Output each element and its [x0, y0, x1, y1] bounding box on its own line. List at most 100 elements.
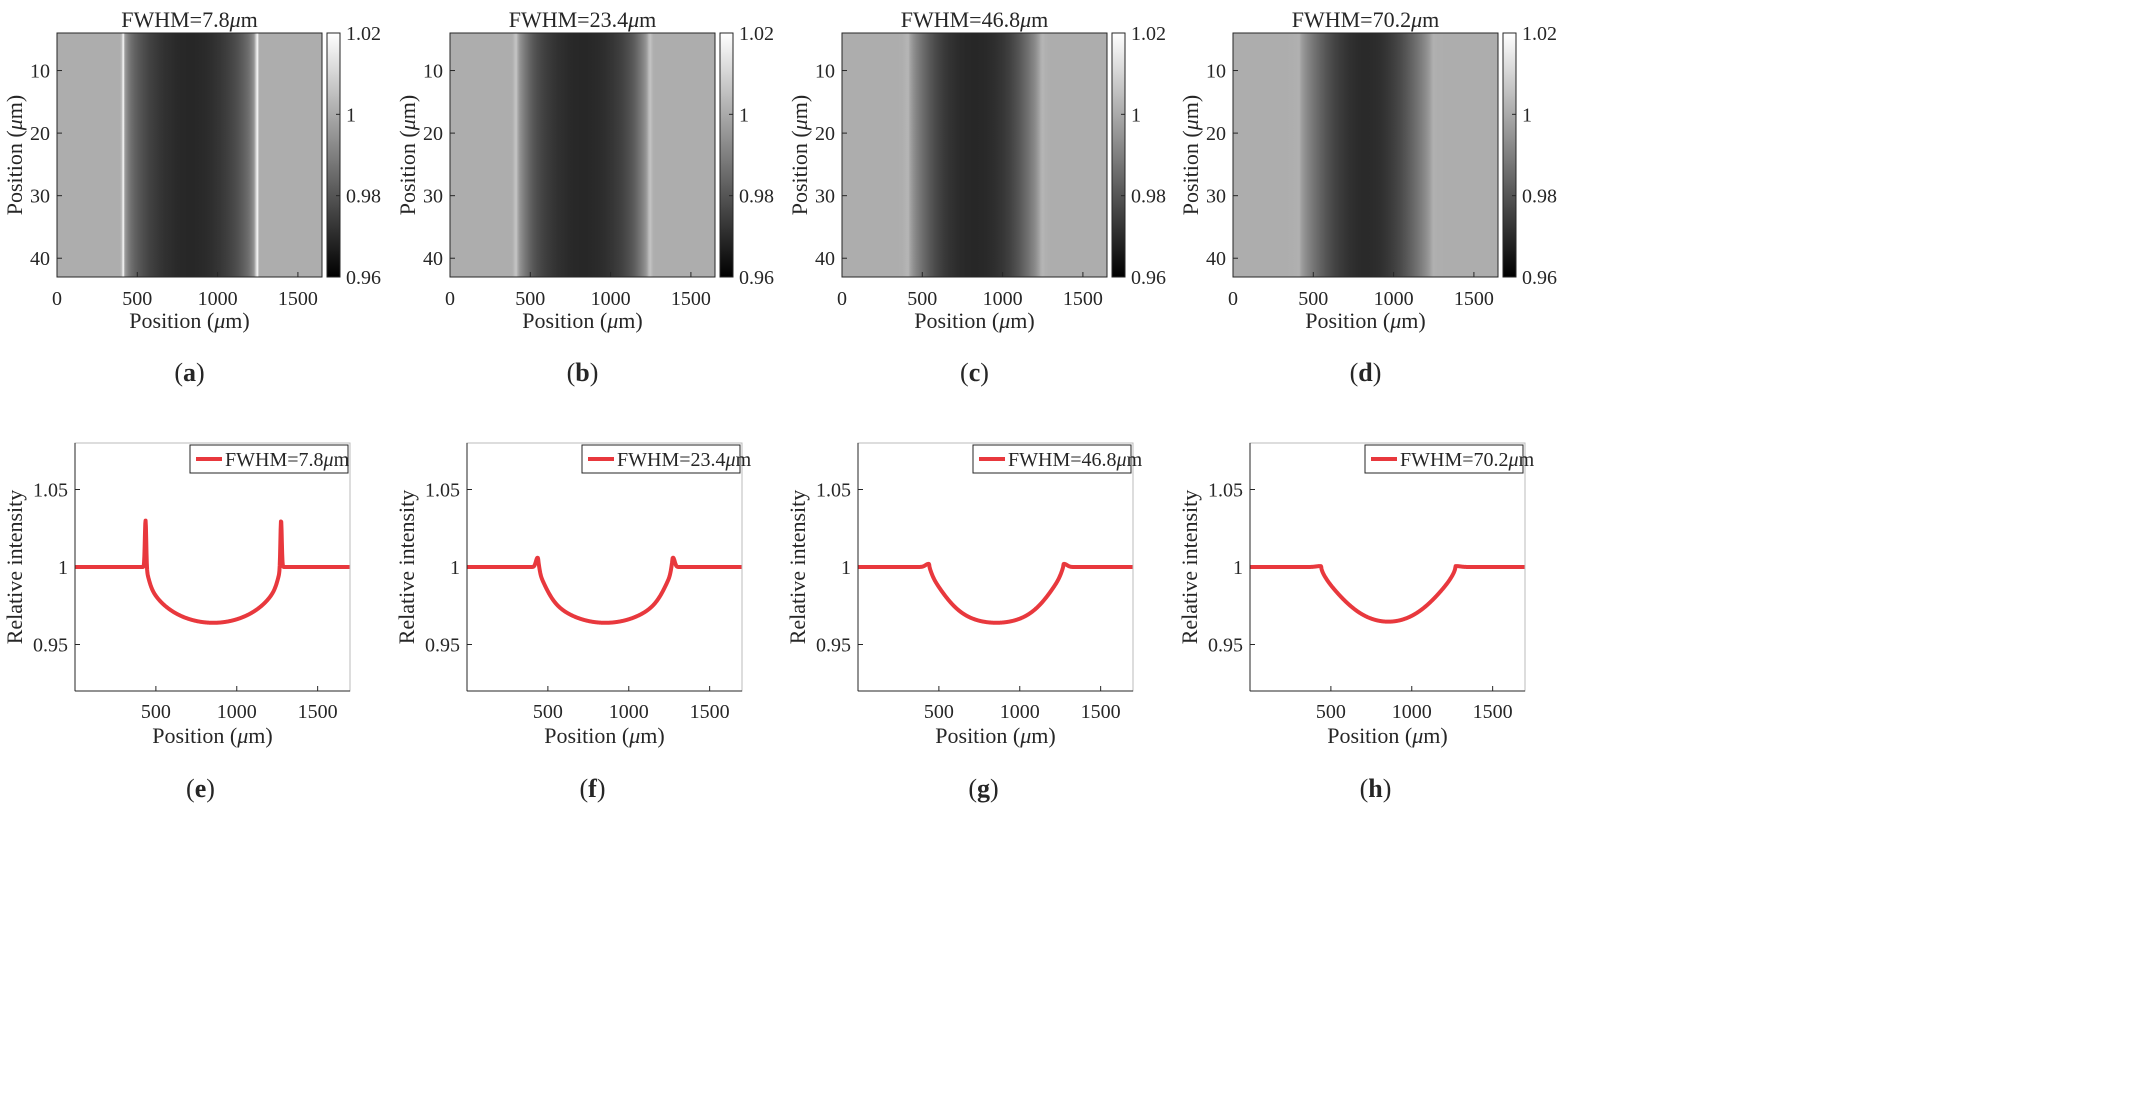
line-panel-f: 500 1000 1500 1.05 1 0.95 FWHM=23.4μm Position …: [394, 442, 752, 803]
x-axis-label: Position (μm): [935, 723, 1055, 748]
colorbar-tick-label: 1: [1522, 104, 1532, 126]
y-axis-label: Position (μm): [2, 95, 27, 215]
legend-label: FWHM=7.8μm: [225, 449, 350, 471]
y-tick-label: 0.95: [33, 635, 68, 657]
panel-label: (h): [1360, 774, 1392, 803]
heatmap-title: FWHM=23.4μm: [509, 7, 657, 32]
colorbar-tick-label: 0.96: [1131, 267, 1166, 289]
y-tick-label: 10: [30, 61, 50, 83]
heatmap-frame: [449, 32, 716, 278]
y-tick-label: 40: [1206, 248, 1226, 270]
colorbar-tick-label: 0.98: [1522, 186, 1557, 208]
y-axis-label: Relative intensity: [2, 490, 27, 645]
x-tick-label: 1000: [1000, 701, 1040, 723]
heatmap-panel-a: FWHM=7.8μm 0 500 1000 1500 10 20 30 40 Position (…: [2, 7, 381, 387]
colorbar-tick-label: 0.96: [739, 267, 774, 289]
panel-label: (g): [968, 774, 998, 803]
panel-label: (a): [174, 358, 204, 387]
y-tick-label: 1: [1233, 557, 1243, 579]
panel-label: (b): [567, 358, 599, 387]
x-tick-label: 1500: [1063, 288, 1103, 310]
colorbar-tick-label: 1.02: [346, 23, 381, 45]
y-tick-label: 0.95: [1208, 635, 1243, 657]
x-tick-label: 1000: [591, 288, 631, 310]
x-tick-label: 500: [141, 701, 171, 723]
y-tick-label: 30: [423, 186, 443, 208]
y-axis-label: Relative intensity: [1177, 490, 1202, 645]
x-tick-label: 1000: [609, 701, 649, 723]
colorbar-tick-label: 1.02: [1522, 23, 1557, 45]
colorbar-tick-label: 0.98: [739, 186, 774, 208]
x-axis-label: Position (μm): [522, 308, 642, 333]
y-tick-label: 20: [1206, 123, 1226, 145]
x-tick-label: 1500: [278, 288, 318, 310]
y-tick-label: 1.05: [816, 480, 851, 502]
heatmap-title: FWHM=46.8μm: [901, 7, 1049, 32]
x-tick-label: 500: [907, 288, 937, 310]
x-tick-label: 1000: [198, 288, 238, 310]
x-tick-label: 1000: [1374, 288, 1414, 310]
colorbar-tick-label: 0.96: [346, 267, 381, 289]
x-tick-label: 0: [837, 288, 847, 310]
x-tick-label: 0: [445, 288, 455, 310]
y-tick-label: 20: [815, 123, 835, 145]
y-tick-label: 10: [815, 61, 835, 83]
y-tick-label: 1: [58, 557, 68, 579]
y-tick-label: 1.05: [425, 480, 460, 502]
heatmap-panel-b: FWHM=23.4μm 0 500 1000 1500 10 20 30 40 Position …: [395, 7, 774, 387]
y-tick-label: 40: [815, 248, 835, 270]
colorbar: [719, 32, 734, 278]
x-tick-label: 1500: [1454, 288, 1494, 310]
heatmap-frame: [1232, 32, 1499, 278]
x-axis-label: Position (μm): [1327, 723, 1447, 748]
y-axis-label: Relative intensity: [785, 490, 810, 645]
series-line: [465, 555, 744, 625]
y-axis-label: Relative intensity: [394, 490, 419, 645]
x-tick-label: 500: [515, 288, 545, 310]
x-axis-label: Position (μm): [129, 308, 249, 333]
y-tick-label: 40: [30, 248, 50, 270]
legend-label: FWHM=70.2μm: [1400, 449, 1535, 471]
x-axis-label: Position (μm): [914, 308, 1034, 333]
colorbar-tick-label: 1: [346, 104, 356, 126]
heatmap-image: [450, 33, 715, 277]
x-tick-label: 1500: [671, 288, 711, 310]
y-tick-label: 40: [423, 248, 443, 270]
heatmap-title: FWHM=7.8μm: [121, 7, 258, 32]
colorbar-tick-label: 1.02: [1131, 23, 1166, 45]
x-tick-label: 500: [1298, 288, 1328, 310]
x-tick-label: 0: [52, 288, 62, 310]
y-tick-label: 30: [30, 186, 50, 208]
legend-label: FWHM=46.8μm: [1008, 449, 1143, 471]
x-tick-label: 1500: [1473, 701, 1513, 723]
x-tick-label: 500: [533, 701, 563, 723]
heatmap-image: [1233, 33, 1498, 277]
heatmap-image: [842, 33, 1107, 277]
y-tick-label: 1.05: [1208, 480, 1243, 502]
heatmap-panel-c: FWHM=46.8μm 0 500 1000 1500 10 20 30 40 Position …: [787, 7, 1166, 387]
y-tick-label: 20: [30, 123, 50, 145]
line-panel-h: 500 1000 1500 1.05 1 0.95 FWHM=70.2μm Position …: [1177, 442, 1535, 803]
y-tick-label: 30: [815, 186, 835, 208]
colorbar-tick-label: 1.02: [739, 23, 774, 45]
y-tick-label: 1: [450, 557, 460, 579]
x-tick-label: 1500: [690, 701, 730, 723]
colorbar-tick-label: 0.98: [1131, 186, 1166, 208]
panel-label: (c): [960, 358, 989, 387]
panel-label: (e): [186, 774, 215, 803]
colorbar-tick-label: 0.96: [1522, 267, 1557, 289]
x-tick-label: 500: [122, 288, 152, 310]
heatmap-frame: [56, 32, 323, 278]
x-tick-label: 1000: [217, 701, 257, 723]
y-tick-label: 10: [1206, 61, 1226, 83]
colorbar: [326, 32, 341, 278]
panel-label: (d): [1350, 358, 1382, 387]
heatmap-title: FWHM=70.2μm: [1292, 7, 1440, 32]
panel-label: (f): [579, 774, 605, 803]
line-panel-g: 500 1000 1500 1.05 1 0.95 FWHM=46.8μm Position …: [785, 442, 1143, 803]
y-axis-label: Position (μm): [1178, 95, 1203, 215]
line-panel-e: 500 1000 1500 1.05 1 0.95 FWHM=7.8μm Position (…: [2, 442, 352, 803]
x-axis-label: Position (μm): [544, 723, 664, 748]
y-tick-label: 30: [1206, 186, 1226, 208]
